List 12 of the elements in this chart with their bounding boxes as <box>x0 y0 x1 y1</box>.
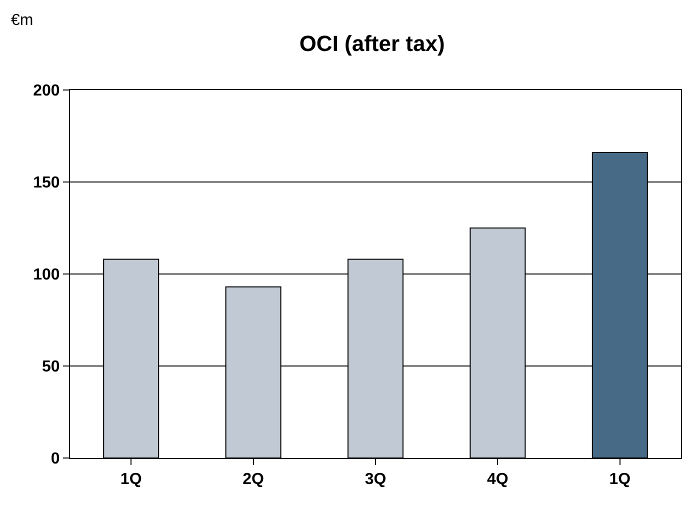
y-tick-label: 50 <box>42 358 60 376</box>
x-tick-label: 1Q <box>609 471 631 488</box>
chart-title: OCI (after tax) <box>299 30 445 56</box>
y-tick-label: 100 <box>33 266 60 284</box>
x-tick-label: 3Q <box>364 471 386 488</box>
y-tick-label: 200 <box>33 82 60 100</box>
y-tick-label: 150 <box>33 174 60 192</box>
x-tick-label: 1Q <box>120 471 142 488</box>
y-axis-title: €m <box>11 12 34 29</box>
y-tick-label: 0 <box>50 450 60 468</box>
x-tick-label: 2Q <box>242 471 264 488</box>
x-tick-label: 4Q <box>487 471 508 488</box>
